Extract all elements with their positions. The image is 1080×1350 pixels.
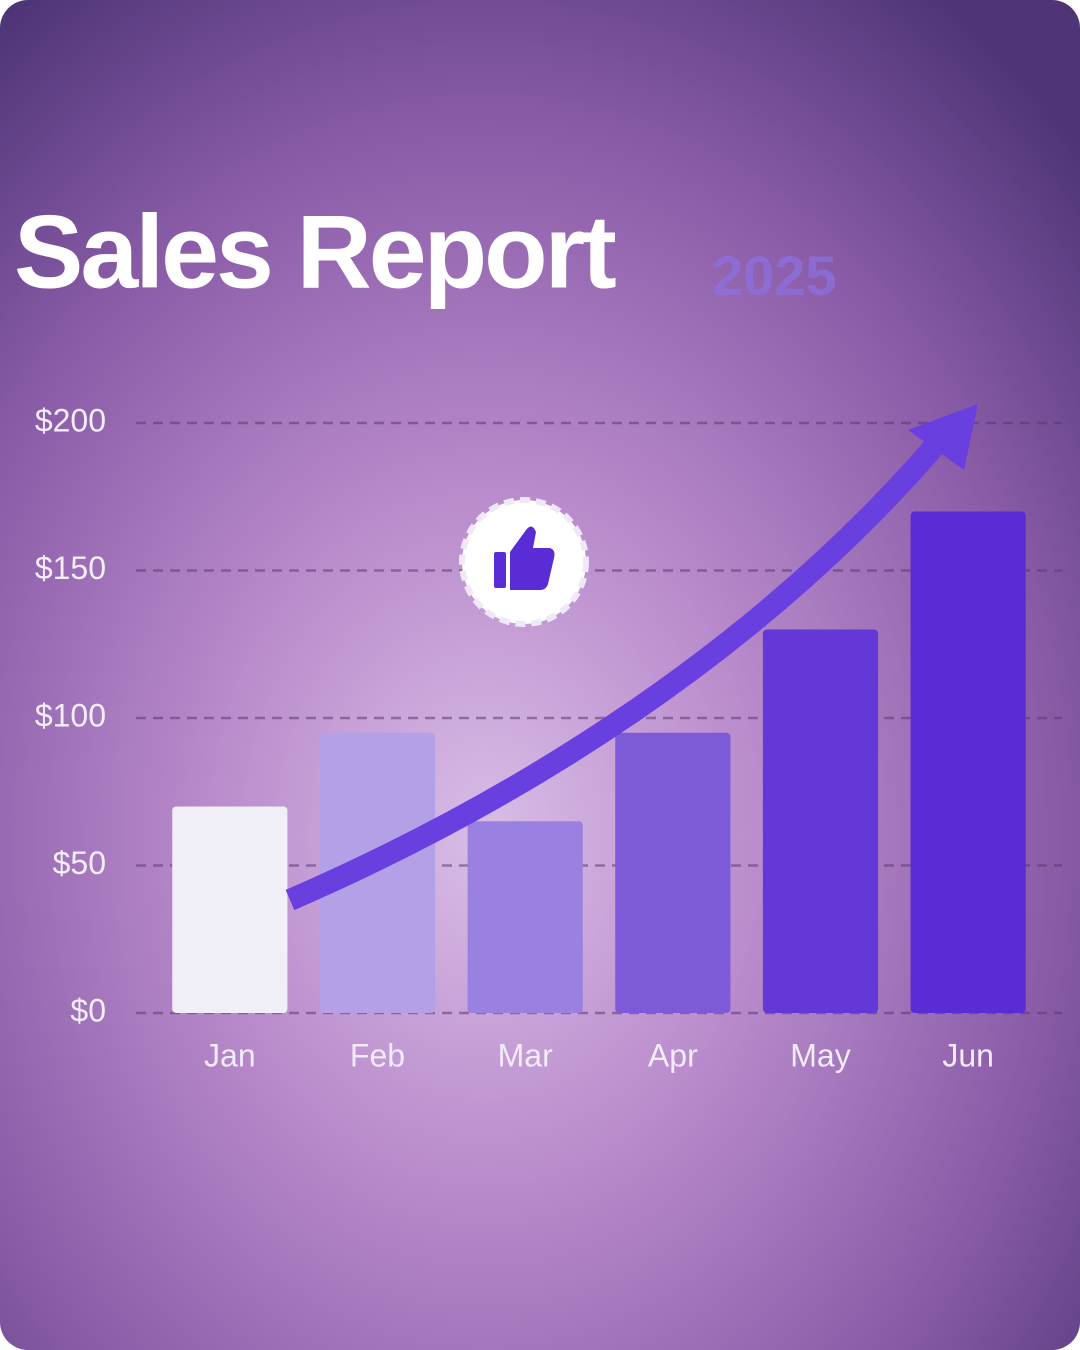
x-tick-label: Feb	[350, 1037, 405, 1073]
x-tick-label: Jun	[942, 1037, 994, 1073]
thumbs-badge	[459, 497, 589, 627]
bar	[762, 629, 879, 1013]
x-tick-label: May	[790, 1037, 850, 1073]
chart-subtitle: 2025	[712, 244, 837, 307]
x-tick-label: Apr	[648, 1037, 698, 1073]
bar	[172, 806, 288, 1013]
y-tick-label: $100	[35, 697, 106, 733]
x-tick-label: Jan	[204, 1037, 256, 1073]
x-tick-label: Mar	[498, 1037, 553, 1073]
bar	[615, 732, 731, 1013]
y-tick-label: $50	[53, 845, 106, 881]
bar	[910, 511, 1026, 1013]
arrow-head	[908, 404, 978, 470]
trend-arrow	[285, 432, 949, 911]
y-tick-label: $200	[35, 402, 106, 438]
chart-title: Sales Report	[14, 194, 616, 310]
bar	[467, 821, 583, 1013]
bar	[319, 732, 436, 1013]
y-tick-label: $0	[70, 992, 106, 1028]
y-tick-label: $150	[35, 550, 106, 586]
